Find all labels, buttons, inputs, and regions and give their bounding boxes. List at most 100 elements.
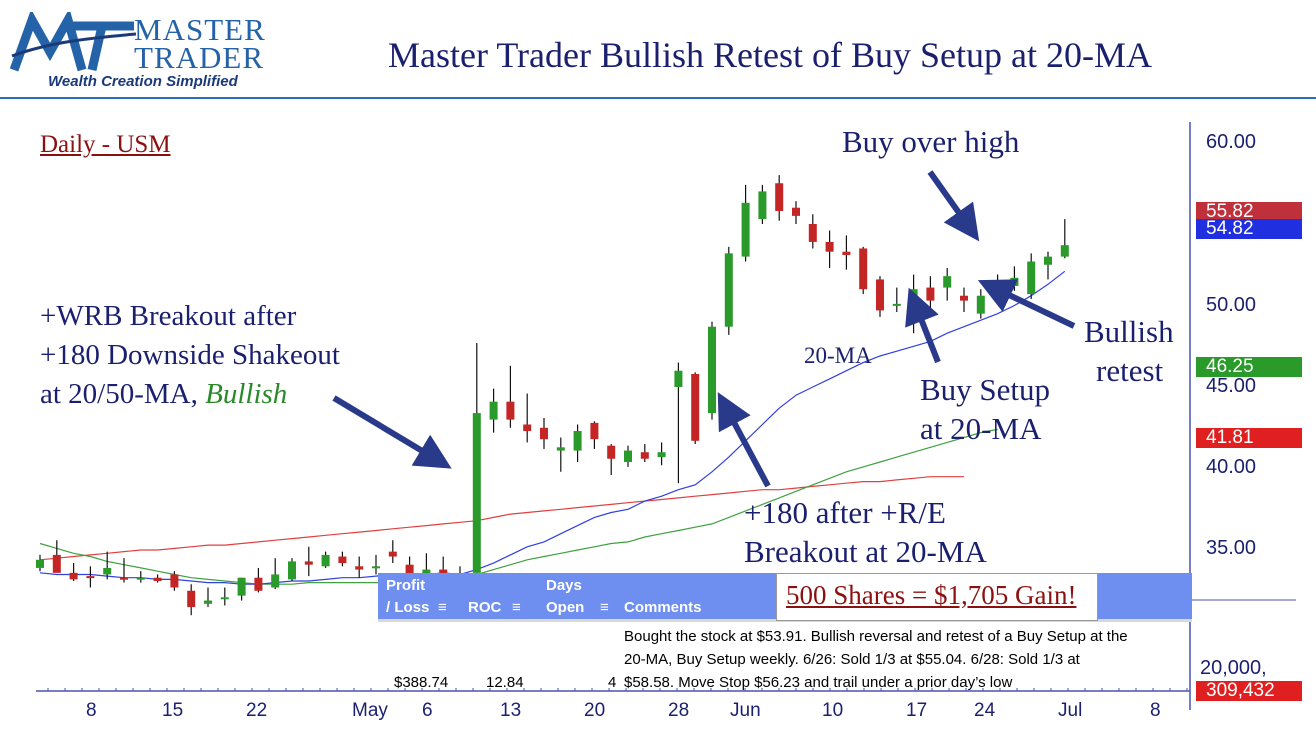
- candle-body: [657, 452, 666, 458]
- candle-body: [573, 431, 582, 451]
- candle-body: [540, 427, 548, 440]
- ma50-line: [39, 428, 998, 585]
- candle-body: [1044, 256, 1052, 265]
- chart-subtitle: Daily - USM: [40, 131, 171, 158]
- candle-body: [758, 191, 767, 220]
- candle-body: [859, 248, 868, 290]
- header-profit-line2: / Loss: [386, 599, 430, 616]
- header-divider: [0, 97, 1316, 99]
- annotation-20ma-label: 20-MA: [804, 343, 872, 368]
- candle-body: [52, 554, 61, 573]
- header-roc: ROC: [468, 599, 502, 616]
- header-comments: Comments: [624, 599, 702, 616]
- filter-icon[interactable]: ≡: [600, 599, 609, 616]
- badge-last-price: 55.82: [1196, 202, 1302, 222]
- annotation-buy-setup-line2: at 20-MA: [920, 411, 1042, 446]
- x-tick-10: 10: [822, 700, 844, 721]
- candle-body: [724, 253, 733, 327]
- candle-body: [204, 600, 212, 604]
- candle-body: [103, 567, 112, 575]
- candle-body: [187, 590, 196, 608]
- chart-title: Master Trader Bullish Retest of Buy Setu…: [388, 35, 1152, 75]
- annotation-bullish-retest-line1: Bullish: [1084, 314, 1174, 349]
- x-tick-24: 24: [974, 700, 996, 721]
- annotation-wrb-line3-text: at 20/50-MA,: [40, 378, 206, 410]
- candle-body: [170, 574, 179, 588]
- header-days-line2: Open: [546, 599, 585, 616]
- candle-body: [506, 401, 515, 420]
- badge-ma200: 41.81: [1196, 428, 1302, 448]
- badge-ma50: 46.25: [1196, 357, 1302, 377]
- cell-comment-line1: Bought the stock at $53.91. Bullish reve…: [624, 628, 1128, 645]
- x-tick-jun: Jun: [730, 700, 761, 721]
- candle-body: [355, 566, 364, 570]
- candle-body: [741, 202, 750, 257]
- candle-body: [321, 554, 330, 567]
- candle-body: [288, 561, 296, 580]
- arrow-buy-over-high: [927, 170, 980, 242]
- candle-body: [876, 279, 884, 311]
- x-tick-8: 8: [86, 700, 97, 721]
- annotation-180-line1: +180 after +R/E: [744, 495, 946, 530]
- candle-body: [36, 559, 44, 568]
- annotation-buy-setup-line1: Buy Setup: [920, 372, 1051, 407]
- candle-body: [523, 424, 532, 432]
- candle-body: [691, 373, 700, 441]
- cell-profit: $388.74: [394, 674, 449, 691]
- logo-tagline: Wealth Creation Simplified: [48, 73, 238, 90]
- badge-ma20: 54.82: [1196, 219, 1302, 239]
- candle-body: [926, 287, 935, 301]
- annotation-180-line2: Breakout at 20-MA: [744, 534, 987, 569]
- candle-body: [556, 447, 565, 451]
- candle-body: [120, 577, 128, 580]
- x-tick-6: 6: [422, 700, 433, 721]
- badge-volume: 309,432: [1196, 681, 1302, 701]
- filter-icon[interactable]: ≡: [438, 599, 447, 616]
- candle-body: [237, 577, 246, 596]
- cell-comment-line2: 20-MA, Buy Setup weekly. 6/26: Sold 1/3 …: [624, 651, 1080, 668]
- logo-word-master: MASTER: [134, 12, 266, 47]
- logo-mark: [10, 12, 137, 72]
- cell-roc: 12.84: [486, 674, 524, 691]
- candle-body: [220, 597, 229, 600]
- cell-comment-line3: $58.58. Move Stop $56.23 and trail under…: [624, 674, 1013, 691]
- candle-body: [372, 566, 380, 569]
- candle-body: [136, 577, 145, 580]
- arrow-bullish-retest: [977, 279, 1076, 329]
- candle-body: [708, 326, 716, 414]
- x-tick-13: 13: [500, 700, 522, 721]
- annotation-wrb-line2: +180 Downside Shakeout: [40, 339, 340, 371]
- gain-box: [776, 573, 1098, 621]
- candle-body: [69, 572, 78, 580]
- x-tick-28: 28: [668, 700, 690, 721]
- x-tick-8-jul: 8: [1150, 700, 1161, 721]
- header-profit-line1: Profit: [386, 577, 426, 594]
- gain-summary: 500 Shares = $1,705 Gain!: [786, 580, 1077, 610]
- candle-body: [943, 276, 952, 288]
- candle-body: [624, 450, 632, 462]
- candle-body: [792, 207, 800, 216]
- ma200-line: [39, 476, 964, 561]
- y-tick-45: 45.00: [1206, 375, 1257, 397]
- candle-body: [1027, 261, 1036, 295]
- cell-days: 4: [608, 674, 617, 691]
- y-tick-50: 50.00: [1206, 294, 1257, 316]
- candle-body: [338, 556, 347, 564]
- candle-body: [775, 183, 784, 211]
- filter-icon[interactable]: ≡: [512, 599, 521, 616]
- annotation-buy-over-high: Buy over high: [842, 124, 1020, 159]
- arrow-180-breakout: [717, 392, 771, 488]
- candle-body: [825, 241, 834, 252]
- candle-body: [472, 413, 481, 573]
- x-tick-17: 17: [906, 700, 928, 721]
- candle-body: [842, 251, 851, 255]
- x-tick-22: 22: [246, 700, 268, 721]
- candle-body: [489, 401, 498, 420]
- x-tick-20: 20: [584, 700, 606, 721]
- annotation-wrb-line3: at 20/50-MA, Bullish: [40, 378, 287, 411]
- logo-word-trader: TRADER: [134, 40, 264, 75]
- x-tick-15: 15: [162, 700, 184, 721]
- ma20-line: [39, 270, 1066, 585]
- header: MASTER TRADER Wealth Creation Simplified…: [0, 0, 1316, 98]
- candle-body: [960, 295, 968, 301]
